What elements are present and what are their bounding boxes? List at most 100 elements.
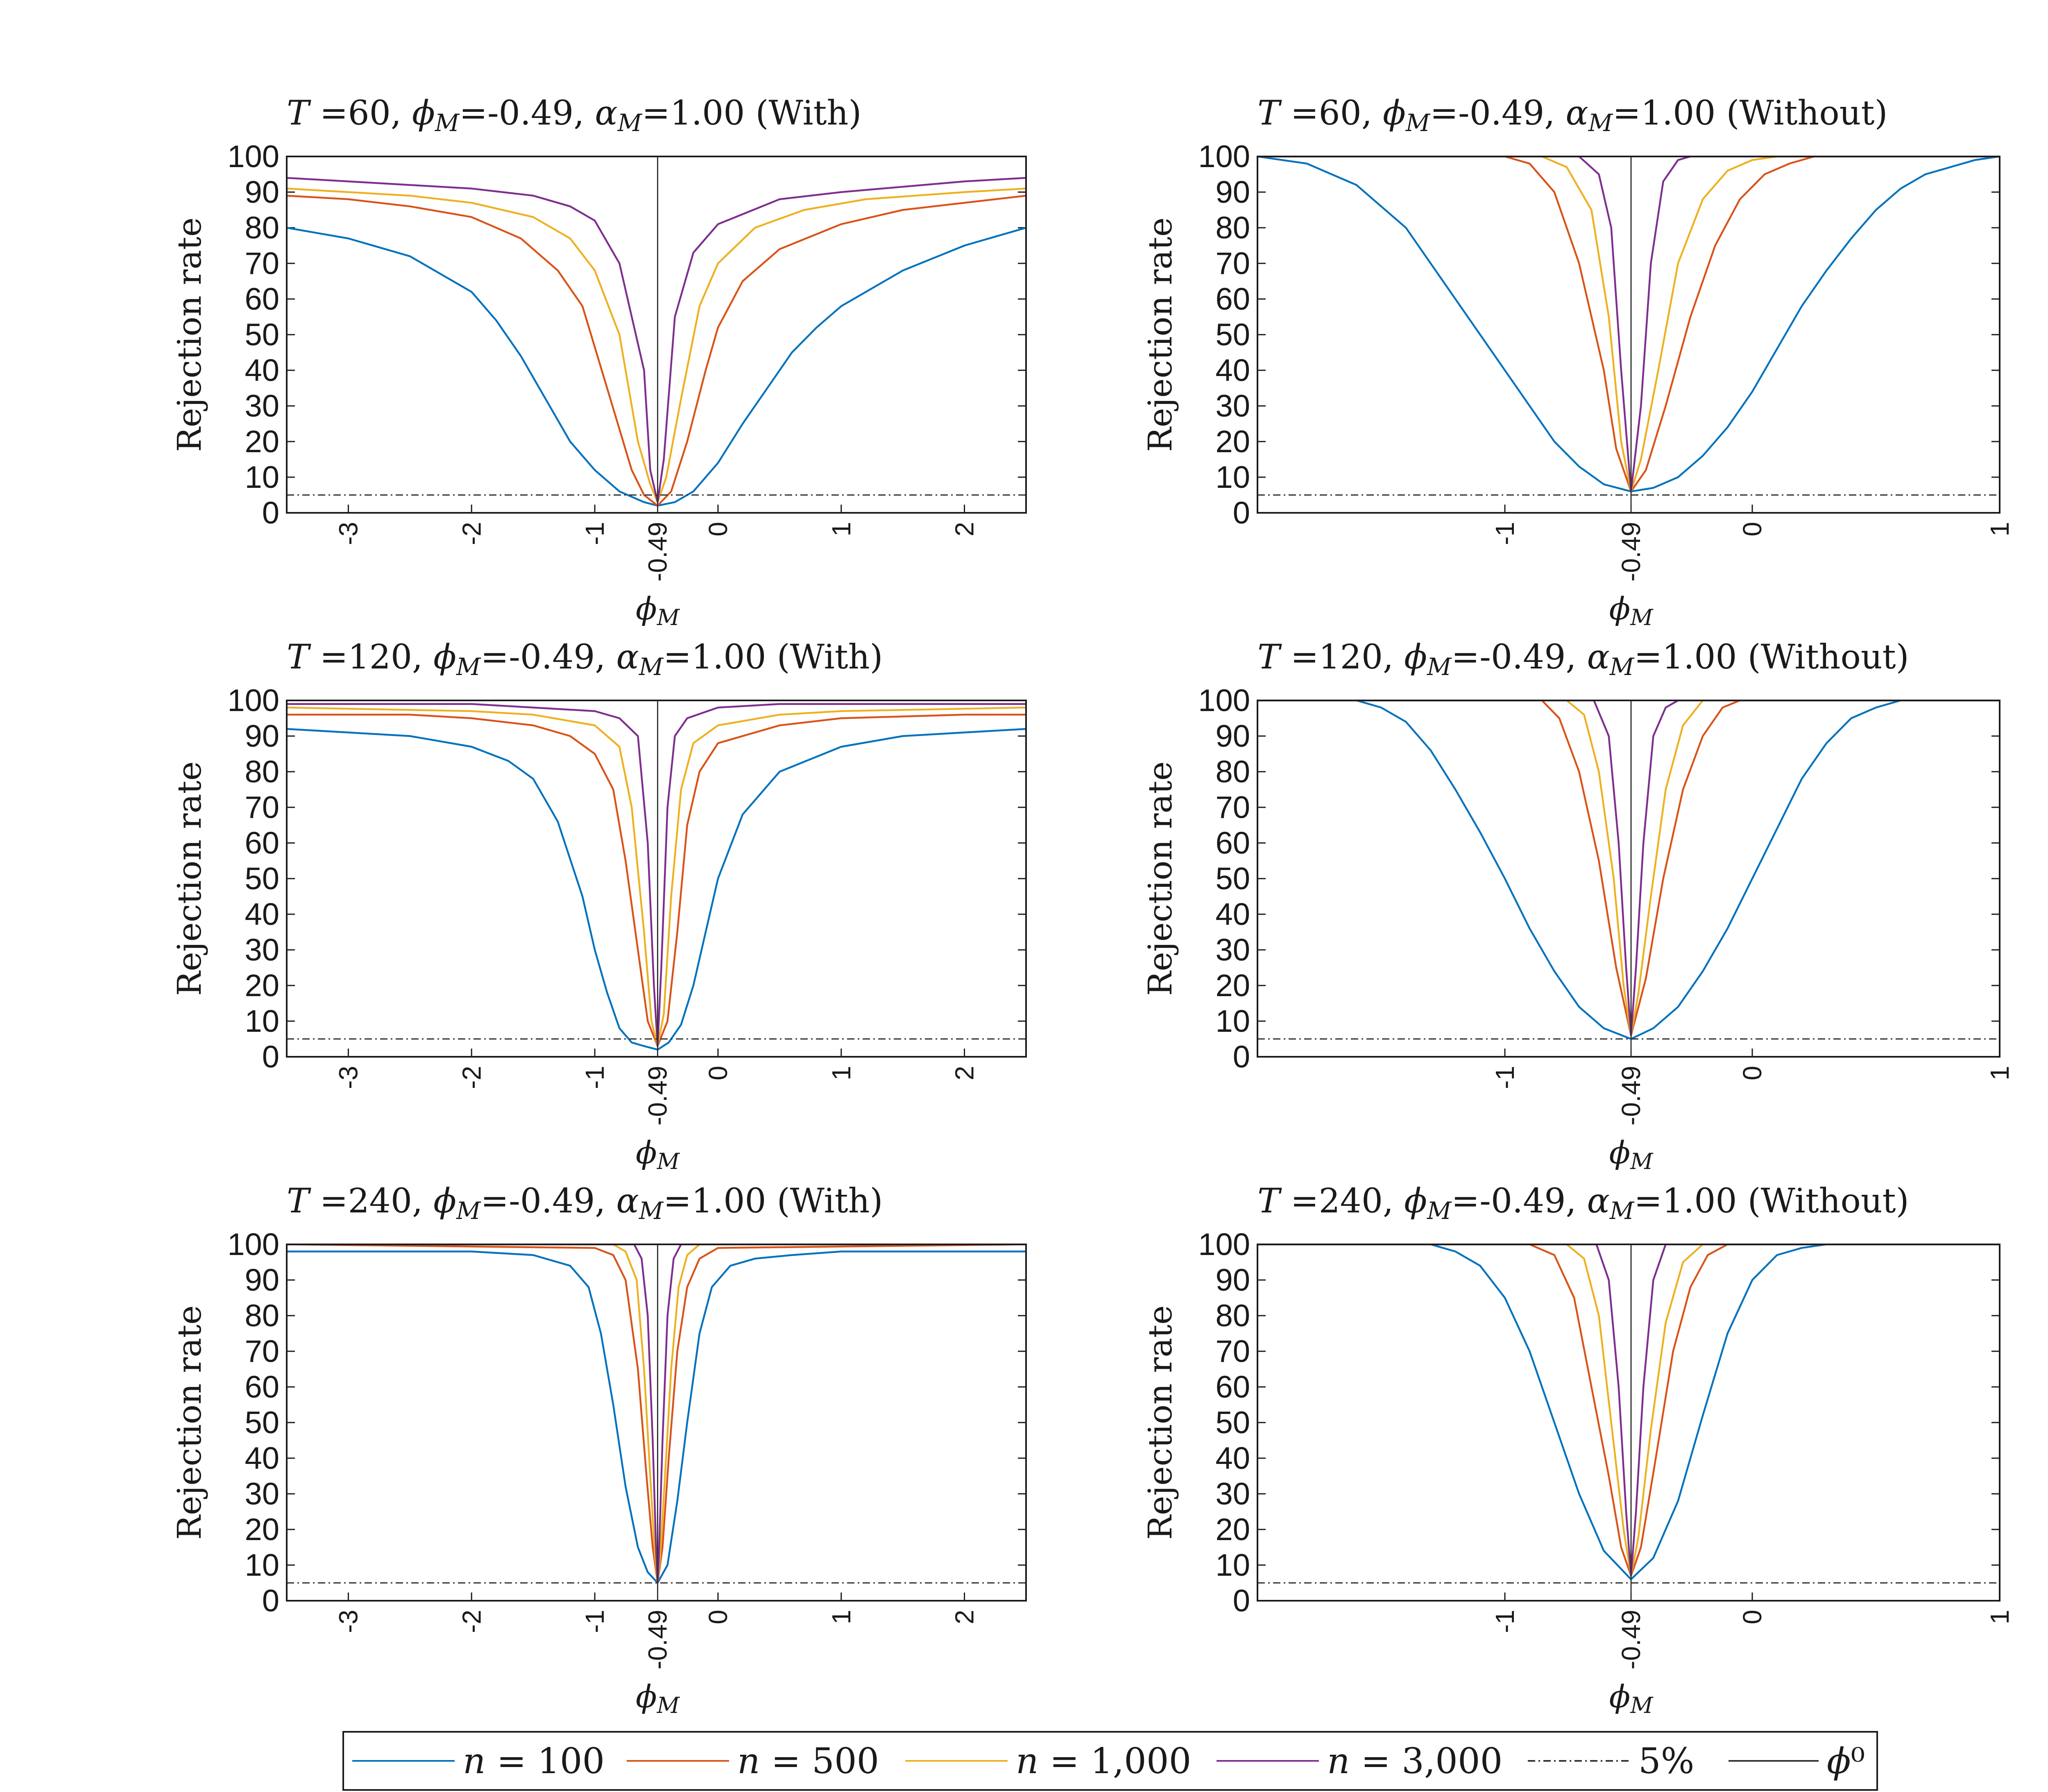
y-tick-label: 60	[245, 282, 279, 317]
legend-entry-n1000: n = 1,000	[905, 1741, 1191, 1782]
y-tick-label: 20	[245, 424, 279, 459]
plot-area	[287, 156, 1026, 513]
y-tick-label: 80	[245, 211, 279, 245]
series-line-n1000	[287, 188, 1026, 503]
y-tick-label: 40	[1215, 1441, 1250, 1476]
y-tick-label: 0	[262, 1040, 279, 1074]
x-tick-label: -3	[333, 1610, 363, 1633]
series-line-n100	[1257, 1244, 2000, 1581]
legend-entry-5pct: 5%	[1528, 1741, 1694, 1782]
y-tick-label: 30	[1215, 389, 1250, 424]
y-tick-label: 10	[245, 1548, 279, 1583]
y-tick-label: 30	[1215, 1477, 1250, 1511]
panel-title: T =120, ϕM=-0.49, αM=1.00 (Without)	[1257, 638, 1909, 681]
legend-label-phi0: ϕ⁰	[1827, 1741, 1865, 1782]
x-axis-label: ϕM	[1609, 590, 1654, 630]
series-line-n3000	[287, 703, 1026, 1047]
series-line-n1000	[1257, 156, 2000, 493]
series-line-n500	[287, 195, 1026, 507]
y-tick-label: 60	[1215, 826, 1250, 861]
y-tick-label: 60	[1215, 1370, 1250, 1405]
legend-label-n3000: n = 3,000	[1327, 1741, 1502, 1782]
x-tick-label: 0	[1738, 522, 1767, 537]
plot-area	[1257, 156, 2000, 513]
axes-box	[286, 700, 1027, 1058]
y-tick-label: 80	[245, 1298, 279, 1333]
y-tick-label: 30	[245, 933, 279, 967]
y-tick-label: 10	[245, 1004, 279, 1039]
y-tick-label: 40	[245, 1441, 279, 1476]
panel-title: T =60, ϕM=-0.49, αM=1.00 (With)	[287, 94, 861, 137]
y-axis-label: Rejection rate	[1141, 761, 1179, 996]
x-tick-label: 1	[827, 522, 856, 537]
y-tick-label: 90	[1215, 175, 1250, 210]
series-line-n100	[1257, 700, 2000, 1040]
y-tick-label: 50	[245, 861, 279, 896]
y-tick-label: 90	[245, 1263, 279, 1298]
panel-1: T =60, ϕM=-0.49, αM=1.00 (With) Rejection…	[170, 94, 1027, 630]
plot-area	[287, 1244, 1026, 1601]
x-axis-label: ϕM	[636, 590, 680, 630]
y-tick-label: 0	[1233, 1040, 1250, 1074]
axes-box	[1257, 156, 2000, 514]
panel-title: T =120, ϕM=-0.49, αM=1.00 (With)	[287, 638, 883, 681]
series-line-n1000	[287, 707, 1026, 1047]
y-tick-label: 90	[1215, 1263, 1250, 1298]
y-tick-label: 50	[1215, 317, 1250, 352]
y-axis-label: Rejection rate	[1141, 1305, 1179, 1540]
y-tick-label: 70	[1215, 1334, 1250, 1369]
panel-5: T =240, ϕM=-0.49, αM=1.00 (With) Rejectio…	[170, 1182, 1027, 1718]
series-line-n100	[287, 728, 1026, 1051]
y-tick-label: 100	[227, 1227, 279, 1262]
legend-label-n100: n = 100	[463, 1741, 605, 1782]
y-tick-label: 20	[245, 968, 279, 1003]
x-tick-label: -1	[1490, 522, 1520, 545]
x-tick-label: -0.49	[643, 1066, 673, 1126]
axes-box	[286, 1244, 1027, 1602]
y-tick-label: 100	[227, 683, 279, 718]
x-tick-label: -1	[580, 1066, 609, 1089]
series-line-n3000	[1257, 1244, 2000, 1577]
y-tick-label: 70	[245, 790, 279, 825]
y-tick-label: 100	[1198, 1227, 1250, 1262]
x-tick-label: 0	[703, 1066, 733, 1081]
series-line-n500	[1257, 1244, 2000, 1577]
y-tick-label: 10	[1215, 1004, 1250, 1039]
y-tick-label: 90	[245, 175, 279, 210]
x-tick-label: -0.49	[1616, 522, 1646, 582]
series-line-n3000	[287, 177, 1026, 503]
x-tick-label: 2	[950, 1610, 979, 1624]
y-tick-label: 0	[262, 1584, 279, 1618]
plot-area	[287, 700, 1026, 1057]
x-tick-label: 1	[827, 1066, 856, 1081]
series-line-n100	[1257, 156, 2000, 493]
y-tick-label: 10	[245, 460, 279, 495]
x-tick-label: -2	[457, 1066, 486, 1089]
y-tick-label: 90	[245, 719, 279, 754]
panel-4: T =120, ϕM=-0.49, αM=1.00 (Without) Rejec…	[1141, 638, 2014, 1174]
y-tick-label: 0	[1233, 496, 1250, 530]
y-tick-label: 40	[245, 353, 279, 388]
legend-entry-phi0: ϕ⁰	[1729, 1741, 1865, 1782]
y-tick-label: 90	[1215, 719, 1250, 754]
axes-box	[286, 156, 1027, 514]
y-tick-label: 60	[245, 1370, 279, 1405]
x-tick-label: -2	[457, 522, 486, 545]
y-tick-label: 50	[245, 1405, 279, 1440]
y-tick-label: 70	[245, 1334, 279, 1369]
legend-label-n500: n = 500	[737, 1741, 879, 1782]
legend-entry-n500: n = 500	[627, 1741, 879, 1782]
y-tick-label: 0	[1233, 1584, 1250, 1618]
axes-box	[1257, 700, 2000, 1058]
x-tick-label: 1	[1985, 522, 2014, 537]
y-tick-label: 40	[245, 897, 279, 932]
y-tick-label: 70	[1215, 790, 1250, 825]
x-tick-label: 1	[1985, 1066, 2014, 1081]
legend: n = 100 n = 500 n = 1,000 n = 3,000 5% ϕ…	[342, 1731, 1878, 1791]
panel-title: T =60, ϕM=-0.49, αM=1.00 (Without)	[1257, 94, 1887, 137]
axes-box	[1257, 1244, 2000, 1602]
x-tick-label: -1	[1490, 1610, 1520, 1633]
legend-entry-n3000: n = 3,000	[1217, 1741, 1502, 1782]
x-tick-label: -1	[580, 1610, 609, 1633]
y-tick-label: 10	[1215, 460, 1250, 495]
